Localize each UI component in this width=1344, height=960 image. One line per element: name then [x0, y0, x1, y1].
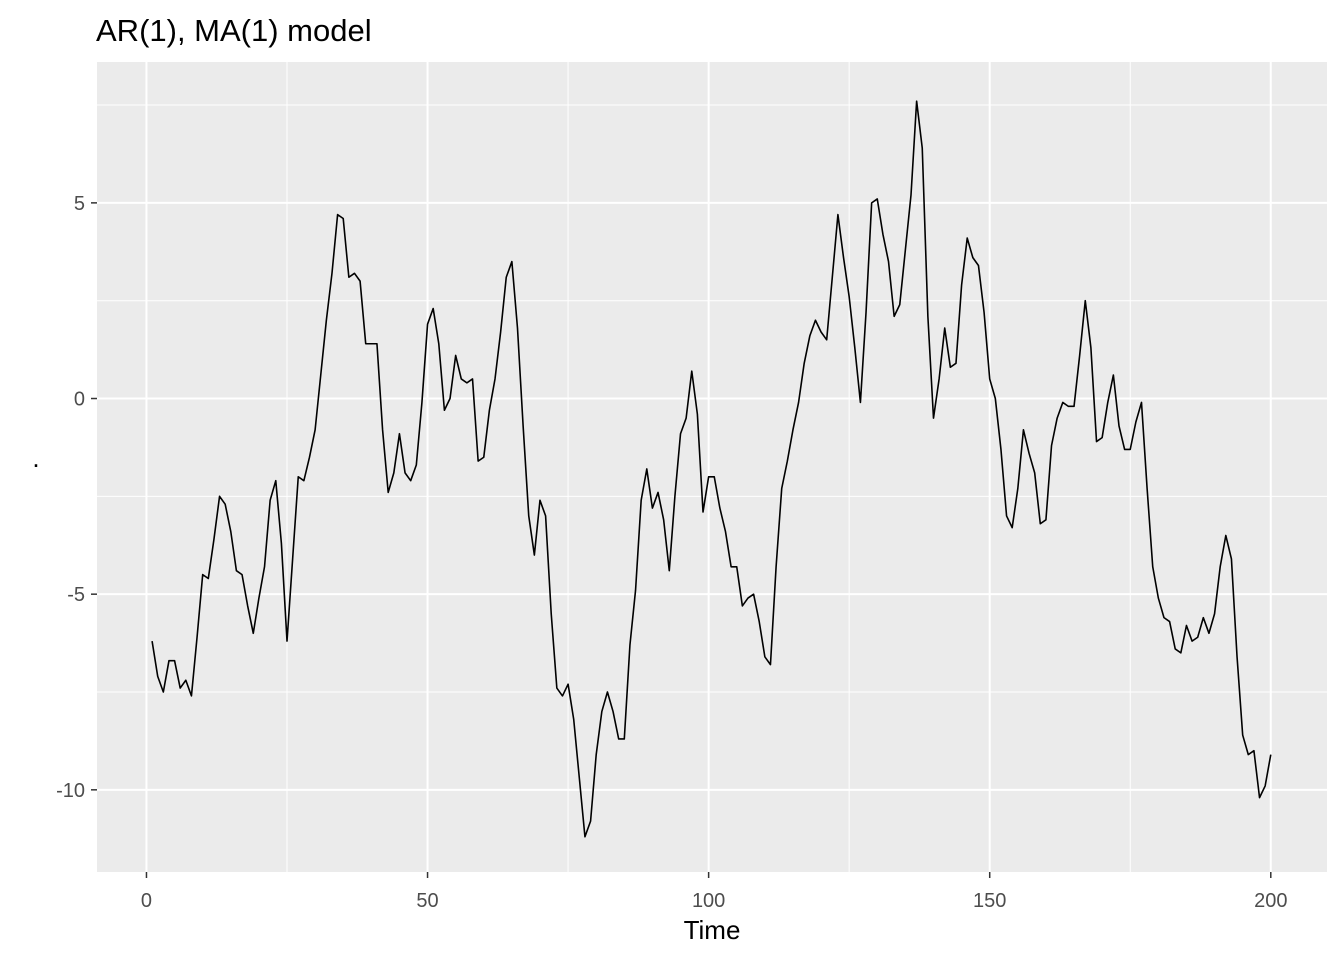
y-tick-label: 5	[74, 193, 85, 215]
x-tick-label: 100	[692, 890, 725, 912]
major-gridlines	[97, 62, 1327, 872]
x-tick-label: 150	[973, 890, 1006, 912]
x-tick-label: 50	[416, 890, 438, 912]
y-tick-label: 0	[74, 389, 85, 411]
minor-gridlines	[97, 62, 1327, 872]
y-tick-label: -10	[56, 780, 85, 802]
x-axis-title: Time	[684, 915, 741, 945]
series-line	[151, 100, 1272, 838]
y-axis-title: .	[32, 443, 39, 473]
chart-title: AR(1), MA(1) model	[96, 13, 372, 48]
plot-panel	[97, 62, 1327, 872]
x-tick-label: 200	[1254, 890, 1287, 912]
y-tick-label: -5	[67, 584, 85, 606]
y-axis: -10 -5 0 5	[56, 193, 97, 802]
x-axis: 0 50 100 150 200	[141, 872, 1287, 912]
x-tick-label: 0	[141, 890, 152, 912]
